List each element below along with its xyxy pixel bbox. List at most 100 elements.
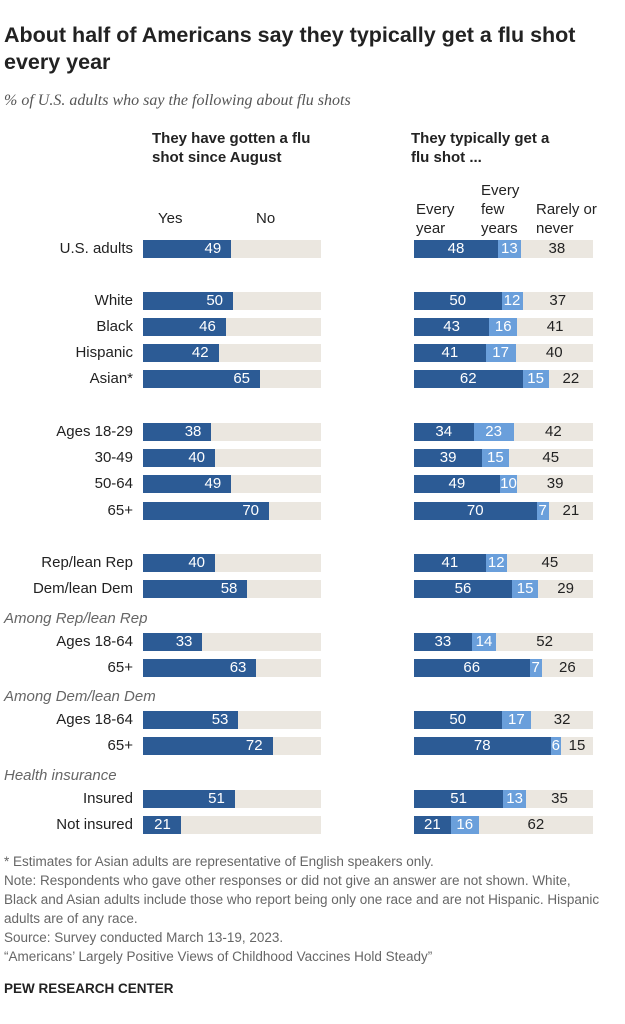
category-label: 30-49: [94, 449, 133, 466]
bar-segment: [536, 502, 549, 520]
bar: [143, 790, 235, 808]
value-label: 21: [562, 502, 580, 519]
value-label: 35: [551, 790, 568, 807]
bar-segment: [414, 292, 502, 310]
bar-segment: [522, 370, 549, 388]
bar-segment: [498, 240, 521, 258]
value-label: 78: [473, 737, 491, 754]
bar: [143, 292, 233, 310]
group-heading: Among Rep/lean Rep: [4, 610, 148, 627]
value-label: 21: [424, 816, 441, 833]
category-label: Hispanic: [75, 344, 133, 361]
value-label: 15: [487, 449, 504, 466]
bar-segment: [414, 318, 490, 336]
value-label: 17: [508, 711, 525, 728]
subtitle: % of U.S. adults who say the following a…: [4, 92, 351, 109]
value-label: 65: [233, 370, 250, 387]
value-label: 22: [562, 370, 580, 387]
category-label: Asian*: [89, 370, 133, 387]
bar-segment: [414, 554, 486, 572]
value-label: 34: [435, 423, 453, 440]
title: About half of Americans say they typical…: [4, 23, 576, 74]
legend-label: Every year: [416, 201, 455, 237]
bar-segment: [550, 737, 561, 755]
bar-segment: [414, 449, 483, 467]
bar-segment: [541, 659, 588, 677]
bar: [143, 240, 232, 258]
bar: [143, 449, 215, 467]
bar-segment: [489, 318, 518, 336]
bar-segment: [548, 370, 588, 388]
bar-segment: [522, 292, 588, 310]
value-label: 41: [441, 554, 459, 571]
footer: PEW RESEARCH CENTER: [4, 981, 174, 996]
value-label: 15: [568, 737, 586, 754]
bar-segment: [414, 580, 512, 598]
bar-segment: [517, 318, 589, 336]
value-label: 45: [541, 554, 559, 571]
value-label: 46: [199, 318, 216, 335]
value-label: 14: [475, 633, 493, 650]
bar: [143, 502, 269, 520]
value-label: 39: [546, 475, 564, 492]
value-label: 26: [559, 659, 576, 676]
bar-segment: [473, 423, 514, 441]
value-label: 40: [188, 554, 205, 571]
bar-segment: [538, 580, 589, 598]
category-label: Ages 18-64: [56, 711, 133, 728]
bar-segment: [485, 554, 507, 572]
value-label: 29: [557, 580, 574, 597]
bar-segment: [508, 449, 588, 467]
category-label: U.S. adults: [59, 240, 133, 257]
value-label: 21: [154, 816, 171, 833]
value-label: 45: [542, 449, 560, 466]
bar-segment: [512, 580, 539, 598]
value-label: 33: [175, 633, 193, 650]
category-label: 65+: [107, 659, 133, 676]
bar: [143, 344, 219, 362]
track: [143, 816, 321, 834]
bar: [143, 737, 273, 755]
value-label: 40: [188, 449, 205, 466]
value-label: 41: [546, 318, 564, 335]
bar-segment: [526, 790, 588, 808]
value-label: 33: [434, 633, 452, 650]
bar: [143, 711, 239, 729]
bar-segment: [499, 475, 518, 493]
bar-segment: [501, 711, 532, 729]
value-label: 62: [527, 816, 545, 833]
bar-segment: [482, 449, 509, 467]
value-label: 13: [501, 240, 518, 257]
value-label: 72: [245, 737, 263, 754]
bar: [143, 580, 248, 598]
bar-segment: [414, 502, 537, 520]
value-label: 66: [463, 659, 481, 676]
value-label: 48: [447, 240, 465, 257]
category-label: Black: [96, 318, 133, 335]
value-label: 13: [506, 790, 523, 807]
bar-segment: [414, 816, 451, 834]
value-label: 41: [441, 344, 459, 361]
value-label: 6: [551, 737, 560, 754]
value-label: 16: [456, 816, 474, 833]
bar: [143, 554, 215, 572]
category-label: Dem/lean Dem: [32, 580, 133, 597]
panel-title: They typically get a flu shot ...: [411, 130, 550, 166]
bar-segment: [414, 344, 486, 362]
value-label: 16: [494, 318, 512, 335]
value-label: 40: [545, 344, 563, 361]
value-label: 58: [220, 580, 238, 597]
bar-segment: [531, 711, 588, 729]
legend-label: Yes: [158, 210, 183, 227]
bar-segment: [414, 659, 530, 677]
category-label: Ages 18-64: [56, 633, 133, 650]
legend-label: Every few years: [481, 182, 520, 237]
legend-label: Rarely or never: [536, 201, 597, 237]
value-label: 15: [516, 580, 534, 597]
category-label: Ages 18-29: [56, 423, 133, 440]
value-label: 49: [448, 475, 466, 492]
bar: [143, 816, 181, 834]
bar-segment: [450, 816, 479, 834]
value-label: 42: [545, 423, 562, 440]
category-label: 50-64: [94, 475, 133, 492]
